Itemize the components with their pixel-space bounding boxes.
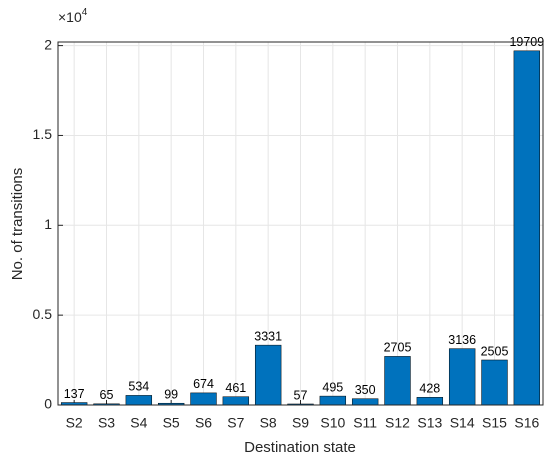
y-tick-label: 1.5	[33, 126, 53, 142]
bar	[448, 348, 476, 406]
x-tick-label: S3	[98, 415, 115, 431]
x-tick-label: S12	[385, 415, 410, 431]
bar	[190, 392, 217, 406]
x-tick-label: S14	[450, 415, 475, 431]
data-label: 3136	[448, 333, 476, 347]
y-multiplier-base: ×10	[58, 9, 82, 25]
x-tick-label: S13	[417, 415, 442, 431]
x-tick-label: S15	[482, 415, 507, 431]
x-tick-label: S8	[260, 415, 277, 431]
x-tick-label: S5	[163, 415, 180, 431]
y-tick-label: 2	[44, 36, 52, 52]
bar	[319, 395, 347, 406]
x-tick-label: S11	[353, 415, 377, 431]
data-label: 65	[100, 388, 114, 402]
bar	[384, 356, 411, 406]
x-tick-label: S16	[514, 415, 539, 431]
bar	[125, 395, 153, 406]
data-label: 674	[193, 377, 214, 391]
bar	[254, 344, 282, 406]
bar	[222, 396, 250, 406]
y-axis-label: No. of transitions	[9, 168, 26, 281]
data-label: 2705	[384, 341, 412, 355]
y-multiplier: ×104	[58, 7, 88, 25]
data-label: 350	[355, 383, 376, 397]
data-label: 495	[322, 380, 343, 394]
data-label: 2505	[481, 344, 509, 358]
data-label: 99	[164, 388, 178, 402]
data-label: 137	[64, 387, 85, 401]
x-tick-label: S9	[292, 415, 309, 431]
data-label: 57	[294, 388, 308, 402]
axes-box	[57, 41, 544, 406]
y-tick-label: 1	[44, 216, 52, 232]
y-tick-label: 0	[44, 396, 52, 412]
data-label: 3331	[254, 329, 282, 343]
data-label: 461	[225, 381, 246, 395]
y-tick-label: 0.5	[33, 306, 53, 322]
data-label: 428	[419, 382, 440, 396]
bar	[351, 398, 379, 406]
x-tick-label: S7	[227, 415, 244, 431]
x-axis-label: Destination state	[244, 439, 356, 456]
bar	[513, 50, 541, 406]
bar	[481, 359, 508, 406]
data-label: 534	[128, 380, 149, 394]
y-multiplier-exponent: 4	[82, 7, 88, 18]
x-tick-label: S6	[195, 415, 212, 431]
x-tick-label: S4	[130, 415, 147, 431]
x-tick-label: S2	[66, 415, 83, 431]
bar	[416, 397, 444, 406]
x-tick-label: S10	[320, 415, 345, 431]
